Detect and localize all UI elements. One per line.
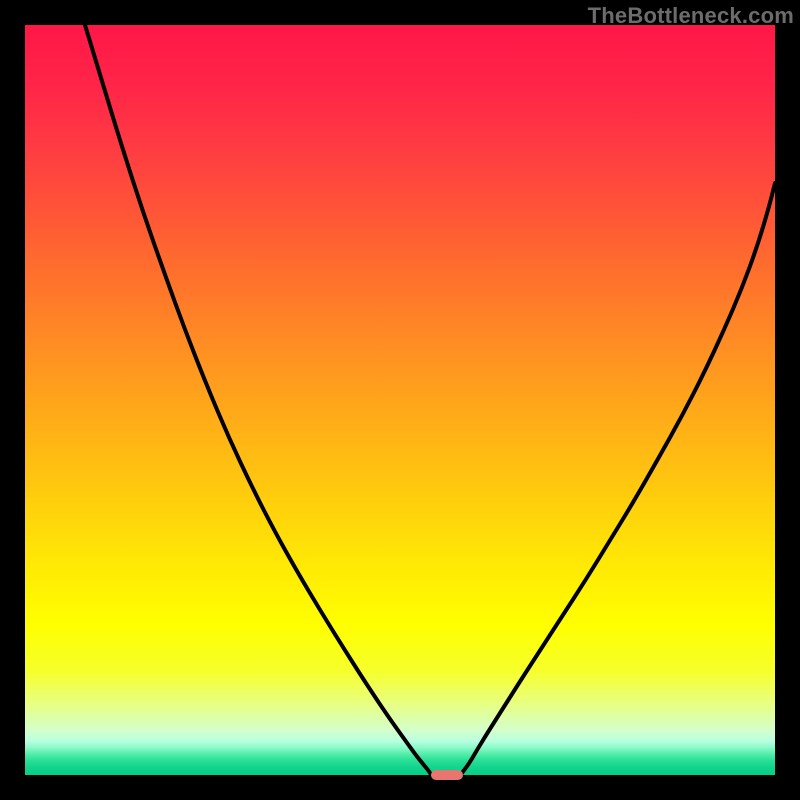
watermark-text: TheBottleneck.com	[588, 3, 794, 29]
plot-background	[25, 25, 775, 775]
chart-container: TheBottleneck.com	[0, 0, 800, 800]
chart-svg	[0, 0, 800, 800]
valley-marker	[431, 770, 463, 780]
